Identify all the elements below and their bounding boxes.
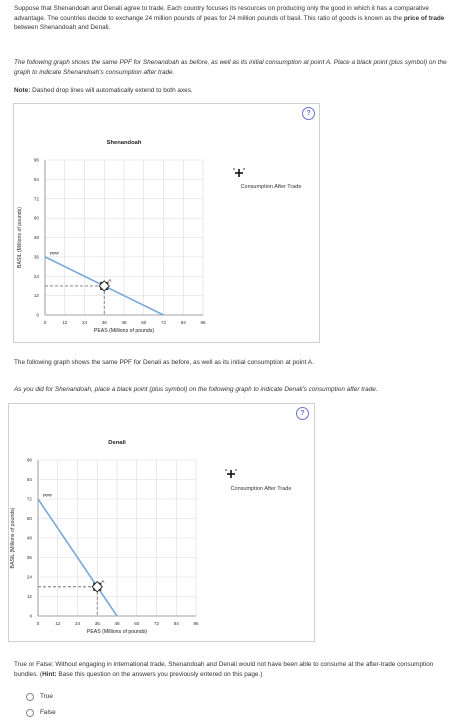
x-axis-label: PEAS (Millions of pounds) [87,629,148,635]
hint-label: Hint: [42,670,57,678]
option-false[interactable]: False [26,708,56,718]
x-tick-label: 84 [181,320,187,325]
ppf-label: PPF [43,493,52,499]
ppf-line [37,498,118,617]
x-tick-label: 96 [200,320,206,325]
intro-paragraph: Suppose that Shenandoah and Denali agree… [14,4,454,33]
chart-title: Shenandoah [107,140,142,146]
denali-instructions: As you did for Shenandoah, place a black… [14,386,378,393]
denali-intro: The following graph shows the same PPF f… [14,359,314,366]
y-tick-label: 0 [36,313,39,318]
ppf-label: PPF [50,251,59,257]
plus-marker-icon-2[interactable] [224,467,238,481]
true-false-question: True or False: Without engaging in inter… [14,660,454,679]
x-tick-label: 60 [141,320,147,325]
x-tick-label: 24 [82,320,88,325]
y-tick-label: 84 [27,477,33,482]
help-icon[interactable]: ? [302,107,315,120]
y-tick-label: 48 [27,536,33,541]
x-tick-label: 72 [154,621,160,626]
radio-true[interactable] [26,692,34,701]
x-tick-label: 60 [134,621,140,626]
question-text: True or False: Without engaging in inter… [14,661,434,678]
question-text-end: Base this question on the answers you pr… [56,670,263,678]
legend-dot-a [225,469,227,471]
y-tick-label: 96 [34,158,40,163]
y-tick-label: 12 [34,293,40,298]
x-tick-label: 36 [102,320,108,325]
y-tick-label: 24 [34,274,40,279]
y-tick-label: 96 [27,458,33,463]
x-tick-label: 84 [174,621,180,626]
point-a-label: A [101,579,105,585]
x-tick-label: 36 [95,621,101,626]
y-axis-label: BASIL (Millions of pounds) [17,207,23,268]
y-axis-label: BASIL (Millions of pounds) [10,507,16,568]
y-tick-label: 12 [27,594,33,599]
x-tick-label: 48 [114,621,120,626]
point-a-marker-diamond [91,581,103,593]
legend-dot-b [235,469,237,471]
x-tick-label: 72 [161,320,167,325]
option-false-label: False [40,709,56,716]
point-a-label: A [108,278,112,284]
y-tick-label: 60 [34,216,40,221]
y-tick-label: 0 [29,614,32,619]
shenandoah-chart[interactable]: Shenandoah 0 12 24 36 48 60 72 84 96 0 12 24 36 48 60 72… [14,104,319,342]
x-tick-label: 0 [37,621,40,626]
radio-false[interactable] [26,708,34,717]
x-tick-label: 0 [44,320,47,325]
x-tick-label: 24 [75,621,81,626]
y-tick-label: 36 [27,555,33,560]
denali-graph-panel[interactable]: Denali 0 12 24 36 48 60 72 84 96 0 12 24 36 48 60 72 84 96… [8,403,315,642]
note-label: Note: [14,87,31,94]
y-tick-label: 36 [34,254,40,259]
legend-dot-a [233,168,235,170]
point-a-marker-diamond [98,280,110,292]
y-tick-label: 72 [34,196,40,201]
legend-label-2: Consumption After Trade [230,486,292,492]
price-of-trade-term: price of trade [403,14,445,22]
shenandoah-instructions: The following graph shows the same PPF f… [14,59,447,76]
x-axis-label: PEAS (Millions of pounds) [94,328,155,334]
legend-plus-tool-2[interactable] [224,467,238,485]
intro-text: Suppose that Shenandoah and Denali agree… [14,5,429,22]
legend-dot-b [243,168,245,170]
plus-marker-icon[interactable] [232,166,246,180]
x-tick-label: 48 [121,320,127,325]
x-tick-label: 12 [62,320,68,325]
note: Note: Dashed drop lines will automatical… [14,86,454,96]
y-tick-label: 60 [27,516,33,521]
y-tick-label: 72 [27,497,33,502]
note-text: Dashed drop lines will automatically ext… [30,87,193,94]
y-tick-label: 84 [34,177,40,182]
denali-chart[interactable]: Denali 0 12 24 36 48 60 72 84 96 0 12 24 36 48 60 72 84 96… [9,404,314,641]
help-icon-2[interactable]: ? [296,407,309,420]
x-tick-label: 96 [193,621,199,626]
legend-plus-tool-1[interactable] [232,166,246,184]
chart-title: Denali [108,440,126,446]
y-tick-label: 48 [34,235,40,240]
shenandoah-graph-panel[interactable]: Shenandoah 0 12 24 36 48 60 72 84 96 0 12 24 36 48 60 72… [13,103,320,343]
option-true-label: True [40,693,53,700]
y-tick-label: 24 [27,575,33,580]
x-tick-label: 12 [55,621,61,626]
option-true[interactable]: True [26,692,53,702]
legend-label-1: Consumption After Trade [240,184,302,190]
intro-text-end: between Shenandoah and Denali. [14,24,111,32]
